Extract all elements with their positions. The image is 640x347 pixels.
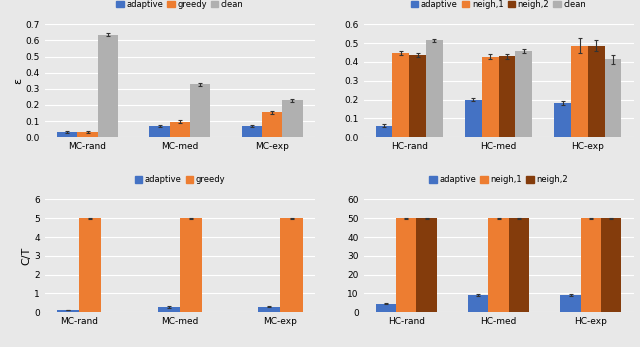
Legend: adaptive, greedy: adaptive, greedy: [131, 172, 228, 188]
Bar: [499, 56, 515, 137]
Bar: [588, 46, 605, 137]
Bar: [376, 126, 392, 137]
Bar: [190, 84, 211, 137]
Bar: [157, 307, 180, 312]
Bar: [426, 40, 443, 137]
Bar: [417, 218, 436, 312]
Bar: [601, 218, 621, 312]
Bar: [409, 55, 426, 137]
Legend: adaptive, greedy, clean: adaptive, greedy, clean: [113, 0, 247, 12]
Y-axis label: ε: ε: [13, 78, 23, 84]
Bar: [465, 100, 482, 137]
Legend: adaptive, neigh,1, neigh,2, clean: adaptive, neigh,1, neigh,2, clean: [408, 0, 589, 12]
Bar: [98, 35, 118, 137]
Bar: [571, 46, 588, 137]
Bar: [488, 218, 509, 312]
Bar: [170, 121, 190, 137]
Bar: [57, 132, 77, 137]
Legend: adaptive, neigh,1, neigh,2: adaptive, neigh,1, neigh,2: [426, 172, 571, 188]
Bar: [376, 304, 396, 312]
Bar: [509, 218, 529, 312]
Bar: [605, 59, 621, 137]
Bar: [149, 126, 170, 137]
Bar: [280, 218, 303, 312]
Bar: [242, 126, 262, 137]
Bar: [482, 57, 499, 137]
Bar: [259, 307, 280, 312]
Bar: [392, 53, 409, 137]
Bar: [515, 51, 532, 137]
Bar: [262, 112, 282, 137]
Bar: [77, 132, 98, 137]
Bar: [554, 103, 571, 137]
Bar: [561, 295, 580, 312]
Bar: [580, 218, 601, 312]
Bar: [396, 218, 417, 312]
Bar: [180, 218, 202, 312]
Bar: [468, 295, 488, 312]
Bar: [79, 218, 101, 312]
Bar: [57, 310, 79, 312]
Y-axis label: C/T: C/T: [21, 247, 31, 265]
Bar: [282, 100, 303, 137]
